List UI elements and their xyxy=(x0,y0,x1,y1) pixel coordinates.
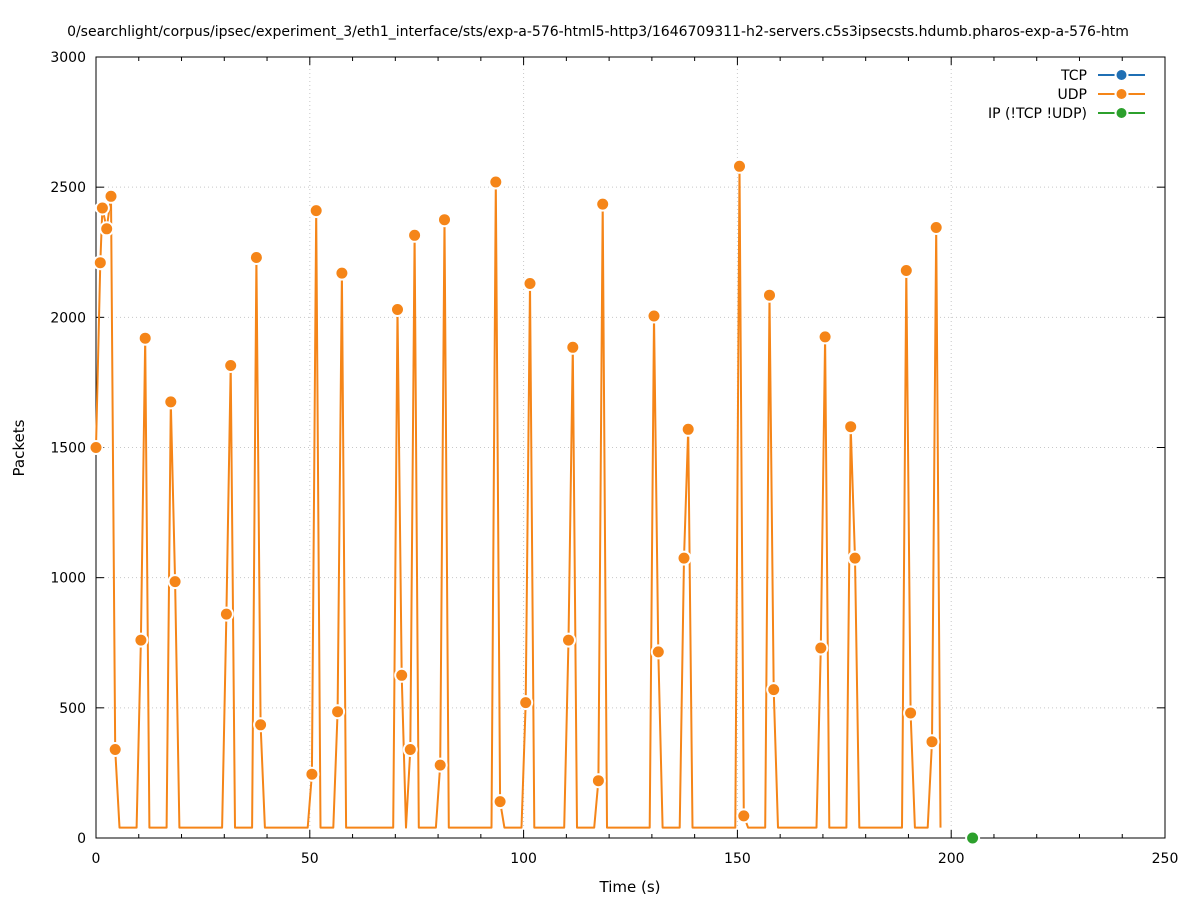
legend-item: UDP xyxy=(1058,87,1145,103)
data-point xyxy=(107,742,123,757)
data-point xyxy=(903,705,919,721)
data-point xyxy=(590,773,606,789)
data-point xyxy=(492,794,508,810)
data-point xyxy=(163,394,179,410)
legend-item: TCP xyxy=(1060,68,1145,84)
data-point xyxy=(394,667,410,683)
data-point xyxy=(843,419,859,435)
data-point xyxy=(390,302,405,317)
data-point xyxy=(308,203,324,219)
data-point xyxy=(334,265,350,281)
data-point xyxy=(736,808,752,824)
x-tick-label: 0 xyxy=(92,851,101,867)
y-tick-label: 2000 xyxy=(50,310,86,326)
x-tick-label: 100 xyxy=(510,851,537,867)
chart-title: 0/searchlight/corpus/ipsec/experiment_3/… xyxy=(67,24,1129,40)
data-point xyxy=(680,421,696,437)
data-point xyxy=(817,329,833,345)
data-point xyxy=(253,717,269,733)
x-tick-label: 50 xyxy=(301,851,319,867)
legend-label: TCP xyxy=(1060,68,1087,84)
data-point xyxy=(965,830,981,846)
data-point xyxy=(218,606,234,622)
y-tick-label: 0 xyxy=(77,831,86,847)
y-tick-label: 1000 xyxy=(50,571,86,587)
data-point xyxy=(99,221,115,237)
legend-marker xyxy=(1114,87,1129,101)
legend-marker xyxy=(1114,106,1129,120)
data-point xyxy=(133,632,149,648)
series-group xyxy=(88,158,944,829)
data-point xyxy=(94,200,110,216)
data-point xyxy=(92,255,108,271)
data-point xyxy=(928,220,944,235)
data-point xyxy=(766,682,782,698)
legend-marker xyxy=(1114,68,1129,82)
data-point xyxy=(432,757,448,773)
data-point xyxy=(330,704,346,720)
y-tick-label: 3000 xyxy=(50,50,86,66)
y-tick-label: 2500 xyxy=(50,180,86,196)
series-line xyxy=(95,165,942,829)
data-point xyxy=(595,196,611,212)
data-point xyxy=(137,330,153,346)
data-point xyxy=(167,574,183,590)
data-point xyxy=(518,695,534,711)
data-point xyxy=(847,550,863,566)
data-point xyxy=(437,212,452,228)
data-point xyxy=(762,287,777,303)
data-point xyxy=(561,632,576,648)
y-tick-label: 500 xyxy=(59,701,86,717)
legend: TCP UDP IP (!TCP !UDP) xyxy=(988,68,1145,122)
y-axis-label: Packets xyxy=(10,419,28,476)
data-point xyxy=(103,188,119,204)
data-point xyxy=(522,276,538,291)
data-point xyxy=(650,644,666,660)
data-point xyxy=(924,734,940,750)
x-tick-label: 150 xyxy=(724,851,751,867)
x-tick-label: 200 xyxy=(938,851,965,867)
x-tick-labels: 0 50 100 150 200 250 xyxy=(92,851,1179,867)
legend-label: IP (!TCP !UDP) xyxy=(988,106,1087,122)
legend-item: IP (!TCP !UDP) xyxy=(988,106,1145,122)
x-tick-label: 250 xyxy=(1152,851,1179,867)
y-tick-labels: 0 500 1000 1500 2000 2500 3000 xyxy=(50,50,86,847)
data-point xyxy=(646,308,662,324)
x-axis-label: Time (s) xyxy=(599,878,661,896)
data-point xyxy=(304,766,320,782)
data-point xyxy=(488,174,504,190)
data-point xyxy=(402,742,418,757)
data-point xyxy=(88,440,104,455)
data-point xyxy=(565,339,581,355)
data-point xyxy=(676,550,692,566)
legend-label: UDP xyxy=(1058,87,1087,103)
data-point xyxy=(407,227,423,243)
series-layer xyxy=(88,158,981,846)
data-point xyxy=(732,158,747,174)
data-point xyxy=(248,250,264,265)
data-point xyxy=(898,263,914,278)
y-tick-label: 1500 xyxy=(50,441,86,457)
data-point xyxy=(813,640,829,656)
series-group xyxy=(965,830,981,846)
data-point xyxy=(223,358,239,373)
